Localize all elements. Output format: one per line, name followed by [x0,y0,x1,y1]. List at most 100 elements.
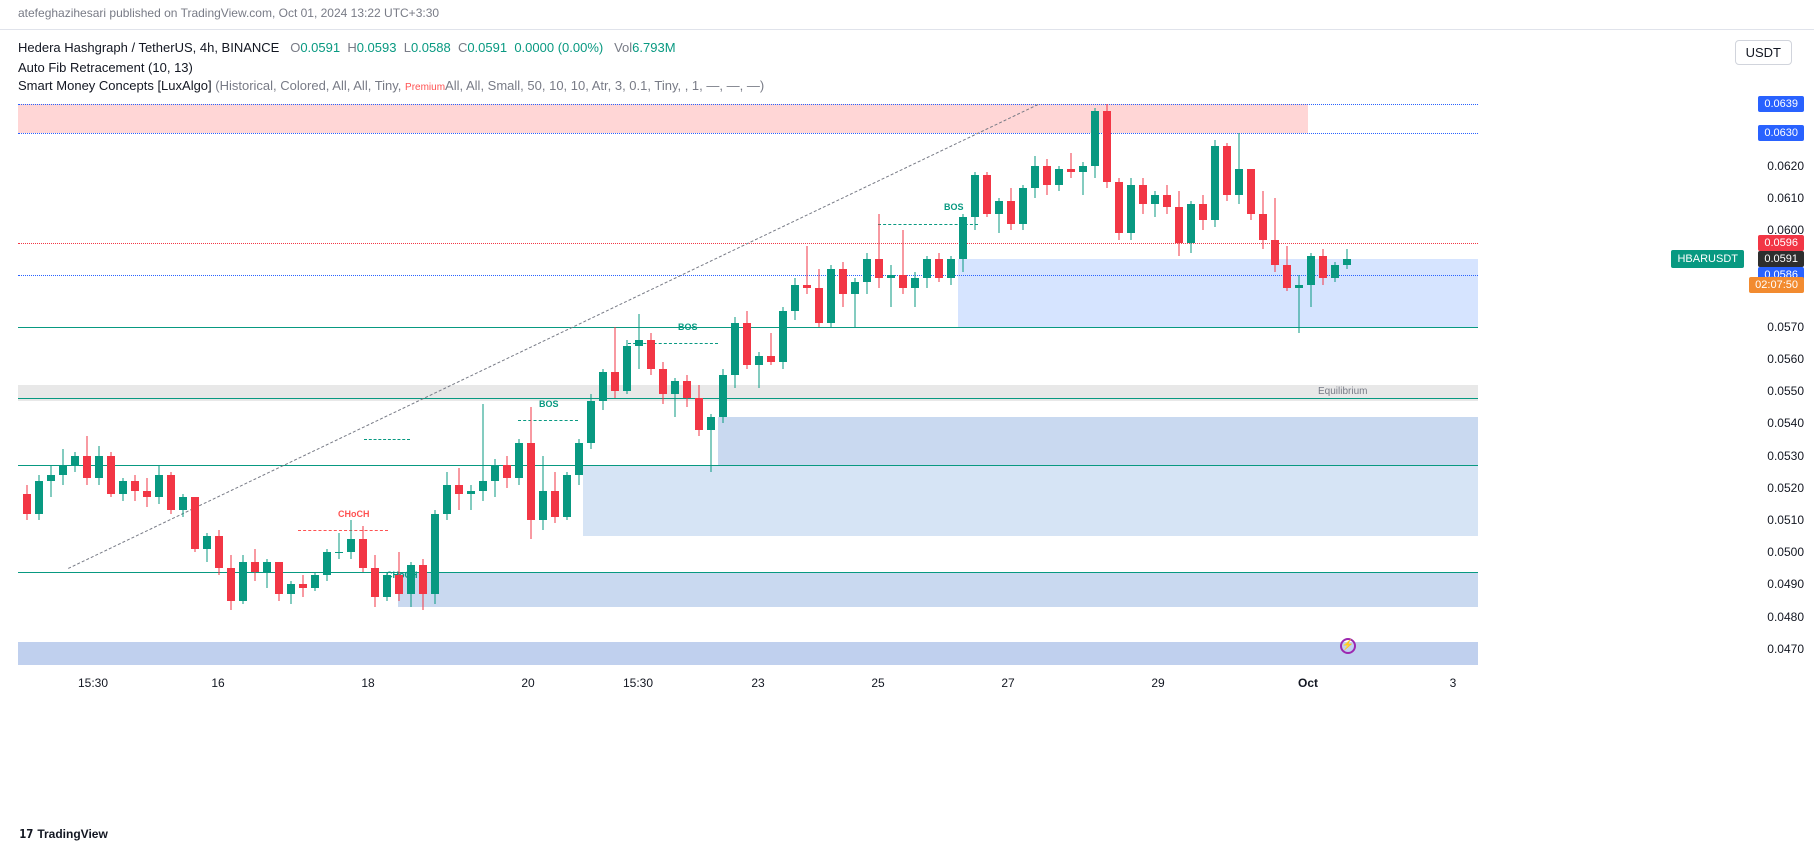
candle [155,465,163,504]
candle [1271,198,1279,272]
candle [839,262,847,307]
l-label: L [404,40,411,55]
x-tick: 25 [871,676,884,690]
y-tick: 0.0480 [1767,610,1804,624]
publish-header: atefeghazihesari published on TradingVie… [0,0,1814,30]
o-label: O [290,40,300,55]
candle [875,214,883,288]
candle [431,510,439,603]
candle [779,307,787,368]
quote-currency-badge[interactable]: USDT [1735,40,1792,65]
chart-meta: Hedera Hashgraph / TetherUS, 4h, BINANCE… [18,40,676,55]
candle [803,246,811,294]
candle [671,378,679,417]
candle [815,269,823,327]
y-tick: 0.0510 [1767,513,1804,527]
x-axis: 15:3016182015:3023252729Oct3 [18,670,1478,690]
candle [335,533,343,559]
candle [1007,188,1015,230]
candle [611,327,619,398]
y-tick: 0.0490 [1767,577,1804,591]
candle [1043,159,1051,194]
c-label: C [458,40,467,55]
candle [659,362,667,404]
price-label: 0.0639 [1758,96,1804,112]
c-value: 0.0591 [467,40,507,55]
x-tick: 3 [1450,676,1457,690]
price-zone [583,465,1478,536]
vol-label: Vol [614,40,632,55]
candle [275,562,283,601]
price-label: 0.0596 [1758,235,1804,251]
y-tick: 0.0550 [1767,384,1804,398]
candle [959,214,967,272]
horizontal-level [18,465,1478,466]
candle [983,172,991,217]
candle [719,369,727,424]
h-value: 0.0593 [357,40,397,55]
price-zone [958,259,1478,327]
horizontal-level [18,133,1478,134]
candle [827,265,835,326]
structure-line [364,439,410,440]
x-tick: 20 [521,676,534,690]
x-tick: 15:30 [78,676,108,690]
x-tick: 16 [211,676,224,690]
chart-area[interactable]: CHoCHCHoCHBOSBOSBOSEquilibrium⚡ [18,85,1478,665]
candle [1175,191,1183,255]
candle [1127,178,1135,239]
candle [1055,166,1063,192]
candle [947,256,955,285]
candle [311,572,319,591]
candle [83,436,91,484]
price-label: 0.0630 [1758,125,1804,141]
candle [863,253,871,295]
candle [527,407,535,539]
y-tick: 0.0560 [1767,352,1804,366]
candle [1019,185,1027,230]
horizontal-level [18,572,1478,573]
candle [407,562,415,607]
candle [371,555,379,607]
candle [515,439,523,484]
candle [575,439,583,484]
candle [323,549,331,581]
candle [911,272,919,307]
candle [1151,191,1159,217]
candle [191,497,199,552]
candle [935,253,943,282]
structure-label: BOS [678,322,698,332]
candle [731,317,739,388]
candle [791,278,799,320]
candle [59,449,67,484]
y-tick: 0.0610 [1767,191,1804,205]
structure-label: CHoCH [338,509,370,519]
candle [35,475,43,520]
publish-text: atefeghazihesari published on TradingVie… [18,6,439,20]
y-tick: 0.0470 [1767,642,1804,656]
countdown-label: 02:07:50 [1749,277,1804,293]
candle [443,472,451,520]
ticker-label: HBARUSDT [1671,250,1744,268]
candle [95,446,103,485]
candle [215,530,223,575]
candle [227,555,235,610]
candle [143,478,151,507]
candle [1307,253,1315,308]
candle [707,414,715,472]
structure-line [298,530,388,531]
candle [1091,108,1099,179]
candle [263,559,271,588]
candle [1283,246,1291,291]
candle [539,456,547,530]
horizontal-level [18,275,1478,276]
price-zone [18,104,1308,133]
candle [647,333,655,375]
candle [503,456,511,488]
y-tick: 0.0540 [1767,416,1804,430]
candle [563,472,571,520]
structure-label: BOS [539,399,559,409]
candle [1259,191,1267,249]
candle [971,172,979,230]
candle [743,311,751,369]
